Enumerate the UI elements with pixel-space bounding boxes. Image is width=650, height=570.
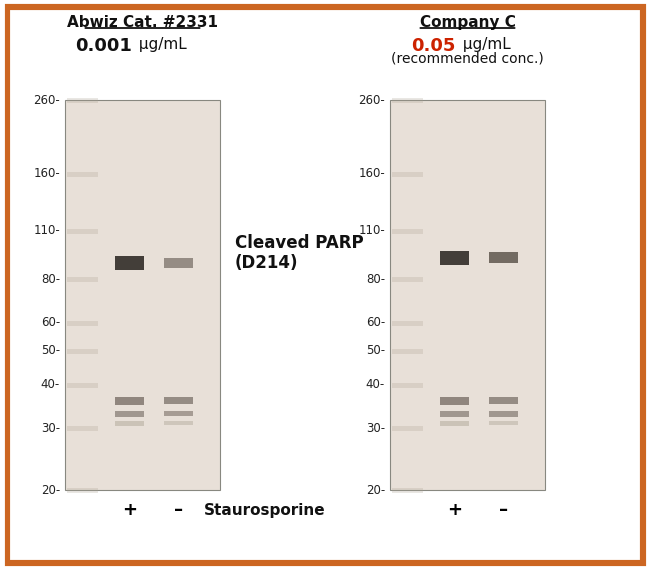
Bar: [67, 172, 98, 177]
Text: 160-: 160-: [33, 168, 60, 180]
Bar: [392, 382, 423, 388]
Bar: [489, 421, 518, 425]
Text: +: +: [122, 501, 137, 519]
Bar: [67, 382, 98, 388]
Text: 20-: 20-: [366, 483, 385, 496]
Bar: [489, 253, 518, 263]
Text: (recommended conc.): (recommended conc.): [391, 52, 544, 66]
Text: 50-: 50-: [366, 344, 385, 357]
Bar: [440, 411, 469, 417]
Bar: [489, 397, 518, 404]
Bar: [115, 421, 144, 426]
Text: Cleaved PARP
(D214): Cleaved PARP (D214): [235, 234, 363, 272]
Text: 0.001: 0.001: [75, 37, 133, 55]
Bar: [489, 411, 518, 417]
Bar: [390, 100, 545, 490]
Bar: [392, 426, 423, 431]
Bar: [67, 426, 98, 431]
Bar: [164, 397, 193, 404]
Bar: [440, 251, 469, 265]
Bar: [392, 172, 423, 177]
Text: +: +: [447, 501, 462, 519]
Text: 0.05: 0.05: [411, 37, 456, 55]
Text: Abwiz Cat. #2331: Abwiz Cat. #2331: [67, 15, 218, 30]
Text: 30-: 30-: [41, 422, 60, 435]
Bar: [440, 397, 469, 405]
Bar: [65, 100, 220, 490]
Bar: [67, 98, 98, 103]
Bar: [392, 349, 423, 353]
Text: 260-: 260-: [358, 93, 385, 107]
Bar: [67, 229, 98, 234]
Text: 80-: 80-: [41, 272, 60, 286]
Text: µg/mL: µg/mL: [458, 37, 510, 52]
Text: 60-: 60-: [366, 316, 385, 329]
Text: 50-: 50-: [41, 344, 60, 357]
Bar: [115, 411, 144, 417]
Text: µg/mL: µg/mL: [135, 37, 187, 52]
Text: Company C: Company C: [419, 15, 515, 30]
Bar: [440, 421, 469, 426]
Text: 110-: 110-: [358, 224, 385, 237]
Text: 60-: 60-: [41, 316, 60, 329]
Bar: [392, 488, 423, 493]
Bar: [115, 256, 144, 270]
Text: 20-: 20-: [41, 483, 60, 496]
Bar: [67, 321, 98, 326]
Bar: [115, 397, 144, 405]
Text: –: –: [499, 501, 508, 519]
Bar: [164, 421, 193, 425]
Text: –: –: [174, 501, 183, 519]
Bar: [392, 98, 423, 103]
Bar: [67, 277, 98, 282]
Bar: [392, 321, 423, 326]
Text: 160-: 160-: [358, 168, 385, 180]
Text: 40-: 40-: [366, 378, 385, 391]
Text: 80-: 80-: [366, 272, 385, 286]
Bar: [67, 488, 98, 493]
Text: 30-: 30-: [366, 422, 385, 435]
Bar: [164, 412, 193, 416]
Bar: [392, 229, 423, 234]
Text: 260-: 260-: [33, 93, 60, 107]
Bar: [392, 277, 423, 282]
Text: 110-: 110-: [33, 224, 60, 237]
Bar: [67, 349, 98, 353]
Text: 40-: 40-: [41, 378, 60, 391]
Bar: [164, 258, 193, 268]
Text: Staurosporine: Staurosporine: [204, 503, 326, 518]
